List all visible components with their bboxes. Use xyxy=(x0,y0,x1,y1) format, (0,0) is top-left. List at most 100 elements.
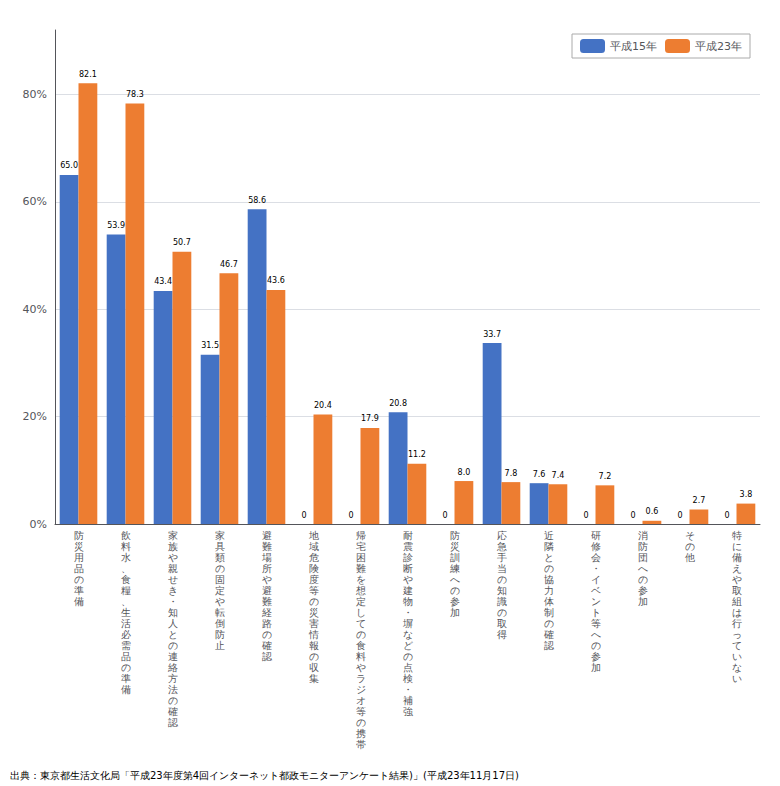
svg-text:修: 修 xyxy=(591,541,601,552)
svg-text:出典：東京都生活文化局「平成23年度第4回インターネット都政: 出典：東京都生活文化局「平成23年度第4回インターネット都政モニターアンケート結… xyxy=(10,770,519,781)
svg-text:転: 転 xyxy=(215,607,225,618)
svg-text:オ: オ xyxy=(356,695,366,706)
svg-text:へ: へ xyxy=(638,563,648,574)
svg-text:き: き xyxy=(168,585,178,596)
svg-text:78.3: 78.3 xyxy=(126,90,144,99)
svg-text:親: 親 xyxy=(168,563,178,574)
svg-text:え: え xyxy=(732,563,742,574)
svg-text:ト: ト xyxy=(591,607,601,618)
svg-text:確: 確 xyxy=(543,629,554,640)
svg-text:当: 当 xyxy=(497,563,507,574)
svg-text:加: 加 xyxy=(638,596,648,607)
svg-text:と: と xyxy=(168,629,178,640)
svg-text:家: 家 xyxy=(168,530,178,541)
svg-text:へ: へ xyxy=(450,574,460,585)
svg-text:て: て xyxy=(732,640,742,651)
svg-text:糧: 糧 xyxy=(121,585,131,596)
svg-text:耐: 耐 xyxy=(403,530,413,541)
svg-text:建: 建 xyxy=(402,585,413,596)
svg-text:参: 参 xyxy=(450,596,460,607)
svg-text:や: や xyxy=(262,574,272,585)
svg-text:な: な xyxy=(403,629,413,640)
svg-text:集: 集 xyxy=(309,673,319,684)
svg-text:や: や xyxy=(732,574,742,585)
svg-text:0: 0 xyxy=(443,511,448,520)
svg-text:行: 行 xyxy=(732,618,742,629)
svg-text:58.6: 58.6 xyxy=(248,196,266,205)
svg-text:帯: 帯 xyxy=(356,739,366,750)
svg-text:ベ: ベ xyxy=(591,585,601,596)
svg-text:消: 消 xyxy=(638,530,648,541)
svg-text:災: 災 xyxy=(309,607,319,618)
svg-text:災: 災 xyxy=(450,541,460,552)
svg-text:0: 0 xyxy=(302,511,307,520)
svg-text:・: ・ xyxy=(403,607,413,618)
svg-text:難: 難 xyxy=(262,541,272,552)
svg-text:7.2: 7.2 xyxy=(599,472,612,481)
svg-text:8.0: 8.0 xyxy=(458,468,471,477)
svg-text:路: 路 xyxy=(262,618,272,629)
svg-text:防: 防 xyxy=(74,530,84,541)
svg-text:ラ: ラ xyxy=(356,673,366,684)
svg-text:の: の xyxy=(544,563,554,574)
svg-text:隣: 隣 xyxy=(544,541,554,552)
svg-text:31.5: 31.5 xyxy=(201,341,219,350)
svg-text:17.9: 17.9 xyxy=(361,414,379,423)
svg-text:取: 取 xyxy=(732,585,742,596)
svg-text:人: 人 xyxy=(168,618,178,629)
svg-text:具: 具 xyxy=(215,541,225,552)
svg-text:ジ: ジ xyxy=(356,684,366,695)
svg-text:い: い xyxy=(732,651,742,662)
svg-text:絡: 絡 xyxy=(167,662,178,673)
svg-text:7.4: 7.4 xyxy=(552,471,565,480)
svg-text:加: 加 xyxy=(450,607,460,618)
svg-text:料: 料 xyxy=(121,541,131,552)
svg-text:力: 力 xyxy=(544,585,554,596)
svg-text:43.4: 43.4 xyxy=(154,277,172,286)
svg-text:っ: っ xyxy=(732,629,742,640)
svg-text:そ: そ xyxy=(685,530,695,541)
svg-text:定: 定 xyxy=(356,596,366,607)
svg-text:と: と xyxy=(544,552,554,563)
svg-text:ど: ど xyxy=(403,640,413,651)
svg-text:得: 得 xyxy=(497,629,507,640)
svg-text:固: 固 xyxy=(215,574,225,585)
svg-text:7.6: 7.6 xyxy=(533,470,546,479)
svg-text:の: の xyxy=(356,629,366,640)
svg-text:イ: イ xyxy=(591,574,601,585)
svg-text:20.8: 20.8 xyxy=(389,399,407,408)
svg-text:の: の xyxy=(262,629,272,640)
svg-text:物: 物 xyxy=(403,596,413,607)
svg-text:認: 認 xyxy=(168,717,178,728)
svg-text:・: ・ xyxy=(591,563,601,574)
svg-text:連: 連 xyxy=(168,651,178,662)
svg-text:準: 準 xyxy=(74,585,84,596)
svg-text:訓: 訓 xyxy=(450,552,460,563)
svg-text:取: 取 xyxy=(497,618,507,629)
svg-text:20%: 20% xyxy=(23,410,47,423)
svg-text:の: の xyxy=(544,618,554,629)
svg-text:険: 険 xyxy=(309,563,319,574)
svg-text:の: の xyxy=(591,640,601,651)
svg-text:な: な xyxy=(732,662,742,673)
svg-text:方: 方 xyxy=(168,673,178,684)
svg-text:い: い xyxy=(732,673,742,684)
svg-text:の: の xyxy=(497,574,507,585)
svg-text:60%: 60% xyxy=(23,195,47,208)
svg-text:43.6: 43.6 xyxy=(267,276,285,285)
svg-text:飲: 飲 xyxy=(121,530,131,541)
svg-text:認: 認 xyxy=(262,651,272,662)
svg-text:や: や xyxy=(356,662,366,673)
svg-text:の: の xyxy=(168,640,178,651)
svg-text:0: 0 xyxy=(725,511,730,520)
svg-text:82.1: 82.1 xyxy=(79,70,97,79)
svg-text:準: 準 xyxy=(121,673,131,684)
svg-text:品: 品 xyxy=(121,651,131,662)
svg-text:域: 域 xyxy=(308,541,319,552)
svg-text:害: 害 xyxy=(309,618,319,629)
svg-text:備: 備 xyxy=(732,552,742,563)
svg-text:品: 品 xyxy=(74,563,84,574)
svg-text:せ: せ xyxy=(168,574,178,585)
svg-text:家: 家 xyxy=(215,530,225,541)
svg-text:倒: 倒 xyxy=(215,618,225,629)
